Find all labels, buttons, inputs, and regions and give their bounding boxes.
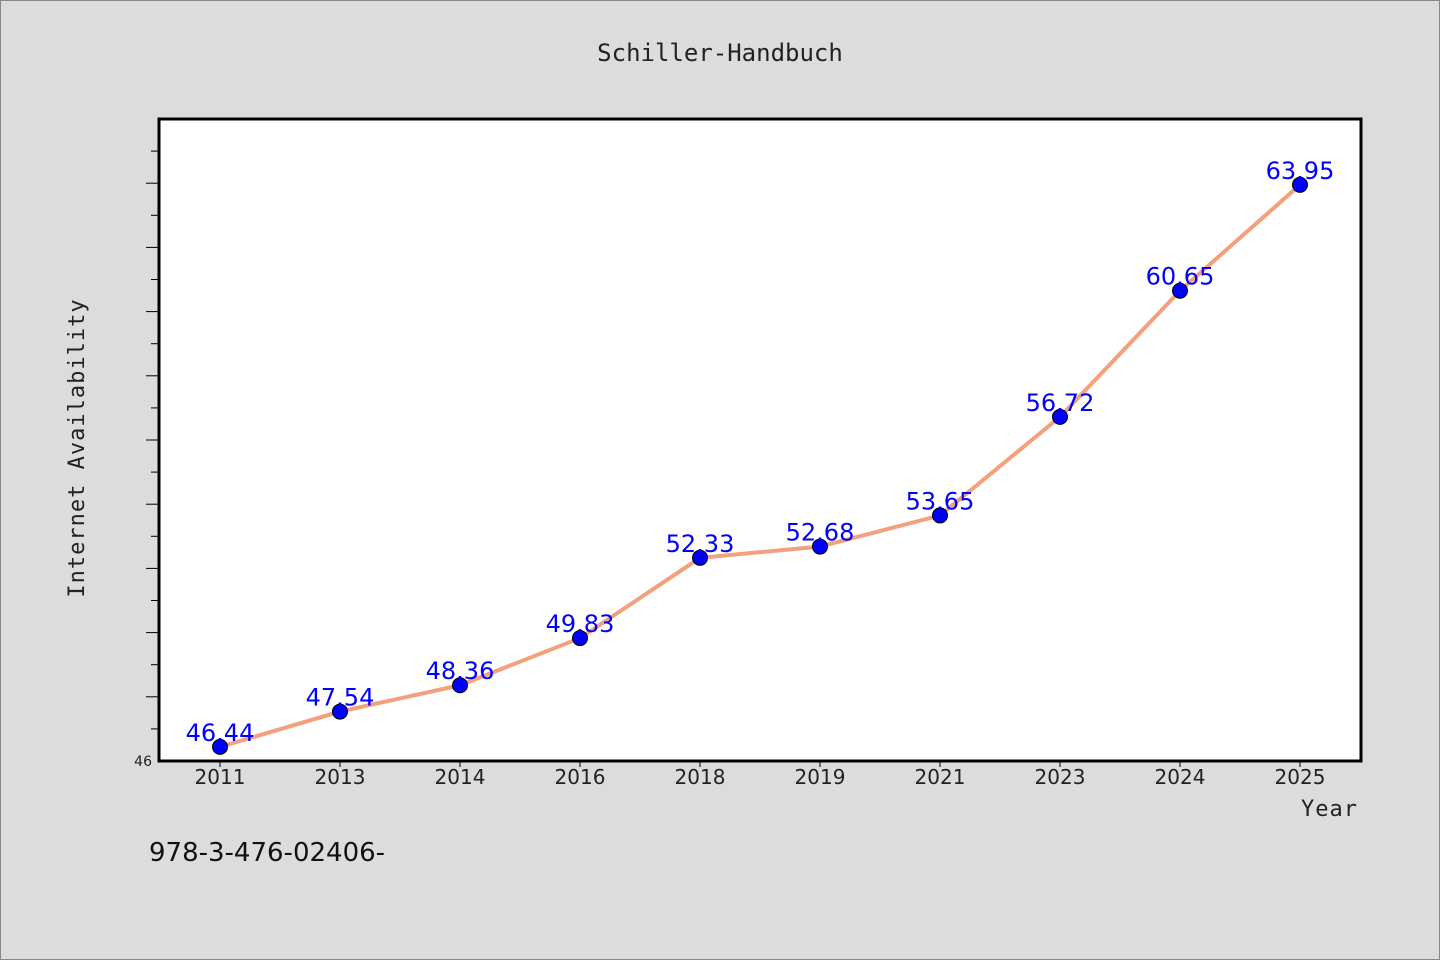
data-point	[1052, 408, 1068, 425]
x-tick-label: 2021	[915, 765, 966, 789]
x-tick-label: 2016	[555, 765, 606, 789]
data-label: 53.65	[906, 487, 975, 515]
data-label: 63.95	[1266, 157, 1335, 185]
data-label: 49.83	[546, 610, 615, 638]
y-tick-label: 46	[134, 754, 152, 770]
data-point	[332, 703, 348, 720]
data-label: 46.44	[186, 719, 255, 747]
data-label: 52.68	[786, 519, 855, 547]
footer-text: 978-3-476-02406-	[149, 838, 385, 868]
data-label: 56.72	[1026, 389, 1095, 417]
x-tick-label: 2024	[1155, 765, 1206, 789]
x-tick-label: 2025	[1275, 765, 1326, 789]
data-point	[692, 549, 708, 566]
data-point	[1172, 282, 1188, 299]
x-tick-label: 2013	[315, 765, 366, 789]
x-axis-tick-labels: 2011 2013 2014 2016 2018 2019 2021 2023 2024 2025	[195, 765, 1326, 789]
data-label: 52.33	[666, 530, 735, 558]
data-point	[212, 738, 228, 755]
y-axis-ticks	[146, 150, 159, 730]
x-tick-label: 2014	[435, 765, 486, 789]
y-axis-label: Internet Availability	[65, 298, 90, 597]
data-label: 48.36	[426, 657, 495, 685]
plot-area	[157, 117, 1363, 763]
x-axis-label: Year	[1301, 797, 1358, 822]
data-labels: 46.44 47.54 48.36 49.83 52.33 52.68 53.65 56.72…	[186, 157, 1335, 747]
data-label: 47.54	[306, 684, 375, 712]
chart-title: Schiller-Handbuch	[597, 39, 843, 67]
x-tick-label: 2018	[675, 765, 726, 789]
x-tick-label: 2023	[1035, 765, 1086, 789]
x-axis-ticks	[219, 761, 1301, 767]
data-point	[452, 677, 468, 694]
data-point	[812, 538, 828, 555]
x-tick-label: 2011	[195, 765, 246, 789]
data-point	[572, 630, 588, 647]
data-markers	[212, 176, 1308, 755]
data-point	[1292, 176, 1308, 193]
x-tick-label: 2019	[795, 765, 846, 789]
data-point	[932, 507, 948, 524]
series-line	[218, 182, 1302, 749]
data-label: 60.65	[1146, 263, 1215, 291]
